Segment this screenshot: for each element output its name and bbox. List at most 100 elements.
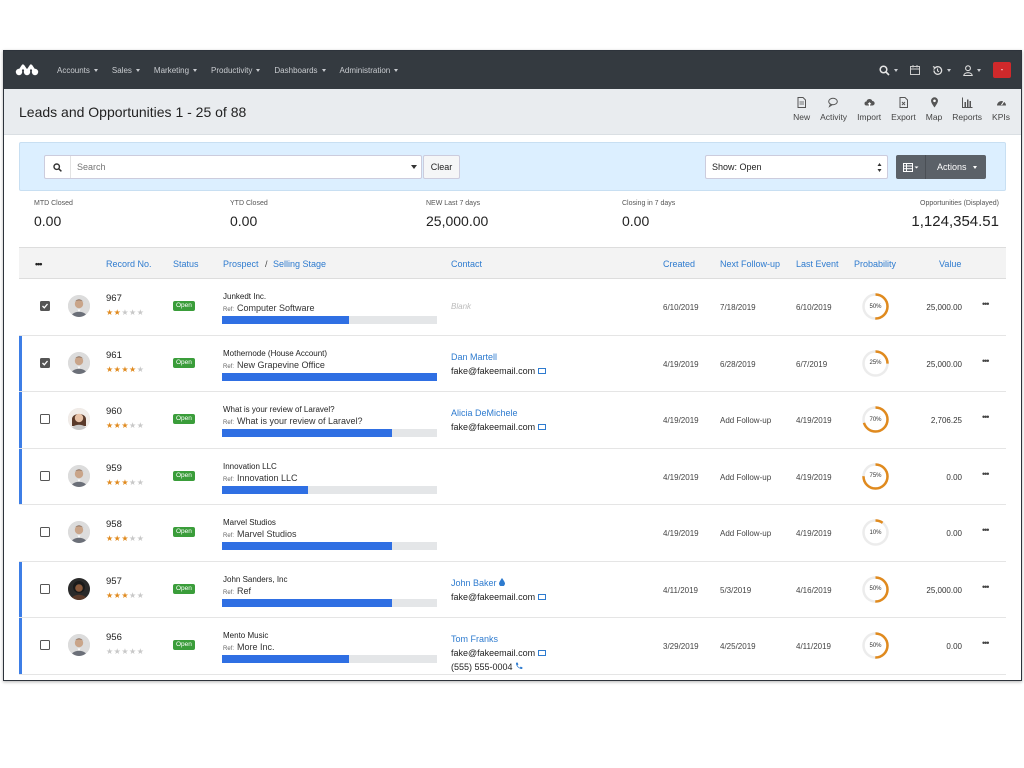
star-icon[interactable]: ★ bbox=[121, 534, 130, 543]
col-value[interactable]: Value bbox=[939, 259, 962, 269]
row-checkbox[interactable] bbox=[40, 470, 50, 481]
record-number[interactable]: 957 bbox=[106, 575, 122, 587]
record-number[interactable]: 960 bbox=[106, 406, 122, 417]
envelope-icon[interactable] bbox=[538, 424, 547, 430]
col-next-follow-up[interactable]: Next Follow-up bbox=[720, 259, 781, 269]
star-icon[interactable]: ★ bbox=[113, 477, 122, 487]
prospect-ref[interactable]: Ref: Marvel Studios bbox=[223, 529, 297, 539]
col-last-event[interactable]: Last Event bbox=[796, 259, 839, 269]
star-icon[interactable]: ★ bbox=[129, 421, 137, 430]
next-follow-up[interactable]: Add Follow-up bbox=[720, 472, 772, 482]
star-icon[interactable]: ★ bbox=[113, 364, 122, 374]
prospect-name[interactable]: Mothernode (House Account) bbox=[223, 348, 328, 358]
star-icon[interactable]: ★ bbox=[129, 534, 137, 543]
reports-button[interactable]: Reports bbox=[947, 97, 987, 122]
star-icon[interactable]: ★ bbox=[136, 647, 145, 656]
contact-name-link[interactable]: John Baker bbox=[451, 577, 506, 588]
contact-email[interactable]: fake@fakeemail.com bbox=[451, 592, 547, 602]
search-icon[interactable] bbox=[45, 156, 71, 178]
table-row[interactable]: 959 ★★★★★ Open Innovation LLC Ref: Innovation… bbox=[19, 448, 1006, 505]
star-icon[interactable]: ★ bbox=[136, 308, 145, 317]
table-row[interactable]: 956 ★★★★★ Open Mento Music Ref: More Inc. Tom … bbox=[19, 618, 1006, 675]
calendar-button[interactable] bbox=[910, 65, 920, 75]
kpis-button[interactable]: KPIs bbox=[987, 97, 1015, 122]
nav-marketing[interactable]: Marketing bbox=[154, 66, 198, 75]
col-status[interactable]: Status bbox=[173, 259, 199, 269]
star-icon[interactable]: ★ bbox=[136, 421, 145, 430]
row-checkbox[interactable] bbox=[40, 583, 50, 594]
global-search-button[interactable] bbox=[879, 64, 898, 76]
star-icon[interactable]: ★ bbox=[106, 590, 114, 600]
view-toggle[interactable] bbox=[896, 155, 926, 179]
prospect-ref[interactable]: Ref: What is your review of Laravel? bbox=[223, 416, 363, 426]
star-icon[interactable]: ★ bbox=[106, 308, 114, 317]
prospect-name[interactable]: What is your review of Laravel? bbox=[223, 405, 335, 414]
star-icon[interactable]: ★ bbox=[121, 590, 130, 600]
search-input[interactable] bbox=[71, 162, 405, 172]
clear-button[interactable]: Clear bbox=[423, 155, 460, 179]
star-icon[interactable]: ★ bbox=[129, 477, 137, 487]
export-button[interactable]: Export bbox=[886, 97, 921, 122]
row-more-button[interactable]: ••• bbox=[982, 355, 990, 366]
contact-name-link[interactable]: Alicia DeMichele bbox=[451, 408, 518, 418]
activity-button[interactable]: Activity bbox=[815, 97, 852, 122]
next-follow-up[interactable]: 4/25/2019 bbox=[720, 642, 756, 651]
avatar[interactable] bbox=[68, 634, 90, 656]
star-icon[interactable]: ★ bbox=[113, 534, 122, 543]
record-number[interactable]: 956 bbox=[106, 632, 122, 643]
next-follow-up[interactable]: Add Follow-up bbox=[720, 416, 772, 425]
row-more-button[interactable]: ••• bbox=[982, 412, 990, 422]
avatar[interactable] bbox=[68, 295, 90, 317]
col-record-no[interactable]: Record No. bbox=[106, 259, 152, 269]
table-row[interactable]: 960 ★★★★★ Open What is your review of Larav… bbox=[19, 392, 1006, 449]
table-row[interactable]: 961 ★★★★★ Open Mothernode (House Account) Re… bbox=[19, 335, 1006, 392]
star-icon[interactable]: ★ bbox=[121, 421, 130, 430]
new-button[interactable]: New bbox=[788, 97, 815, 122]
row-more-button[interactable]: ••• bbox=[982, 468, 990, 479]
nav-dashboards[interactable]: Dashboards bbox=[274, 66, 326, 75]
star-icon[interactable]: ★ bbox=[129, 590, 137, 600]
nav-administration[interactable]: Administration bbox=[340, 66, 399, 75]
alerts-button[interactable]: - bbox=[993, 62, 1011, 78]
record-number[interactable]: 958 bbox=[106, 519, 122, 530]
star-icon[interactable]: ★ bbox=[121, 308, 130, 317]
star-icon[interactable]: ★ bbox=[106, 364, 114, 374]
logo-icon[interactable] bbox=[15, 63, 39, 77]
col-contact[interactable]: Contact bbox=[451, 259, 483, 269]
select-all-menu[interactable]: ••• bbox=[35, 259, 43, 269]
star-icon[interactable]: ★ bbox=[113, 590, 122, 600]
nav-sales[interactable]: Sales bbox=[112, 66, 140, 75]
col-created[interactable]: Created bbox=[663, 259, 696, 269]
star-icon[interactable]: ★ bbox=[129, 647, 137, 656]
avatar[interactable] bbox=[68, 351, 90, 374]
star-icon[interactable]: ★ bbox=[106, 534, 114, 543]
row-more-button[interactable]: ••• bbox=[982, 581, 990, 592]
star-icon[interactable]: ★ bbox=[121, 477, 130, 487]
star-icon[interactable]: ★ bbox=[121, 647, 130, 656]
star-icon[interactable]: ★ bbox=[106, 477, 114, 487]
envelope-icon[interactable] bbox=[538, 650, 547, 656]
avatar[interactable] bbox=[68, 408, 90, 430]
prospect-name[interactable]: Junkedt Inc. bbox=[223, 292, 267, 301]
record-number[interactable]: 961 bbox=[106, 349, 122, 361]
star-icon[interactable]: ★ bbox=[136, 590, 145, 600]
prospect-ref[interactable]: Ref: Computer Software bbox=[223, 303, 315, 313]
star-icon[interactable]: ★ bbox=[136, 477, 145, 487]
prospect-name[interactable]: Innovation LLC bbox=[223, 461, 277, 471]
avatar[interactable] bbox=[68, 521, 90, 543]
contact-email[interactable]: fake@fakeemail.com bbox=[451, 366, 547, 376]
contact-blank[interactable]: Blank bbox=[451, 302, 472, 311]
prospect-name[interactable]: John Sanders, Inc bbox=[223, 574, 288, 584]
star-icon[interactable]: ★ bbox=[121, 364, 130, 374]
table-row[interactable]: 958 ★★★★★ Open Marvel Studios Ref: Marvel Stu… bbox=[19, 505, 1006, 562]
col-selling-stage[interactable]: Selling Stage bbox=[273, 259, 327, 269]
import-button[interactable]: Import bbox=[852, 97, 886, 122]
star-icon[interactable]: ★ bbox=[136, 364, 145, 374]
next-follow-up[interactable]: 6/28/2019 bbox=[720, 359, 756, 369]
star-icon[interactable]: ★ bbox=[113, 308, 122, 317]
row-more-button[interactable]: ••• bbox=[982, 299, 990, 309]
row-checkbox[interactable] bbox=[40, 357, 50, 368]
map-button[interactable]: Map bbox=[921, 97, 948, 122]
contact-email[interactable]: fake@fakeemail.com bbox=[451, 648, 547, 658]
contact-name-link[interactable]: Tom Franks bbox=[451, 634, 498, 644]
